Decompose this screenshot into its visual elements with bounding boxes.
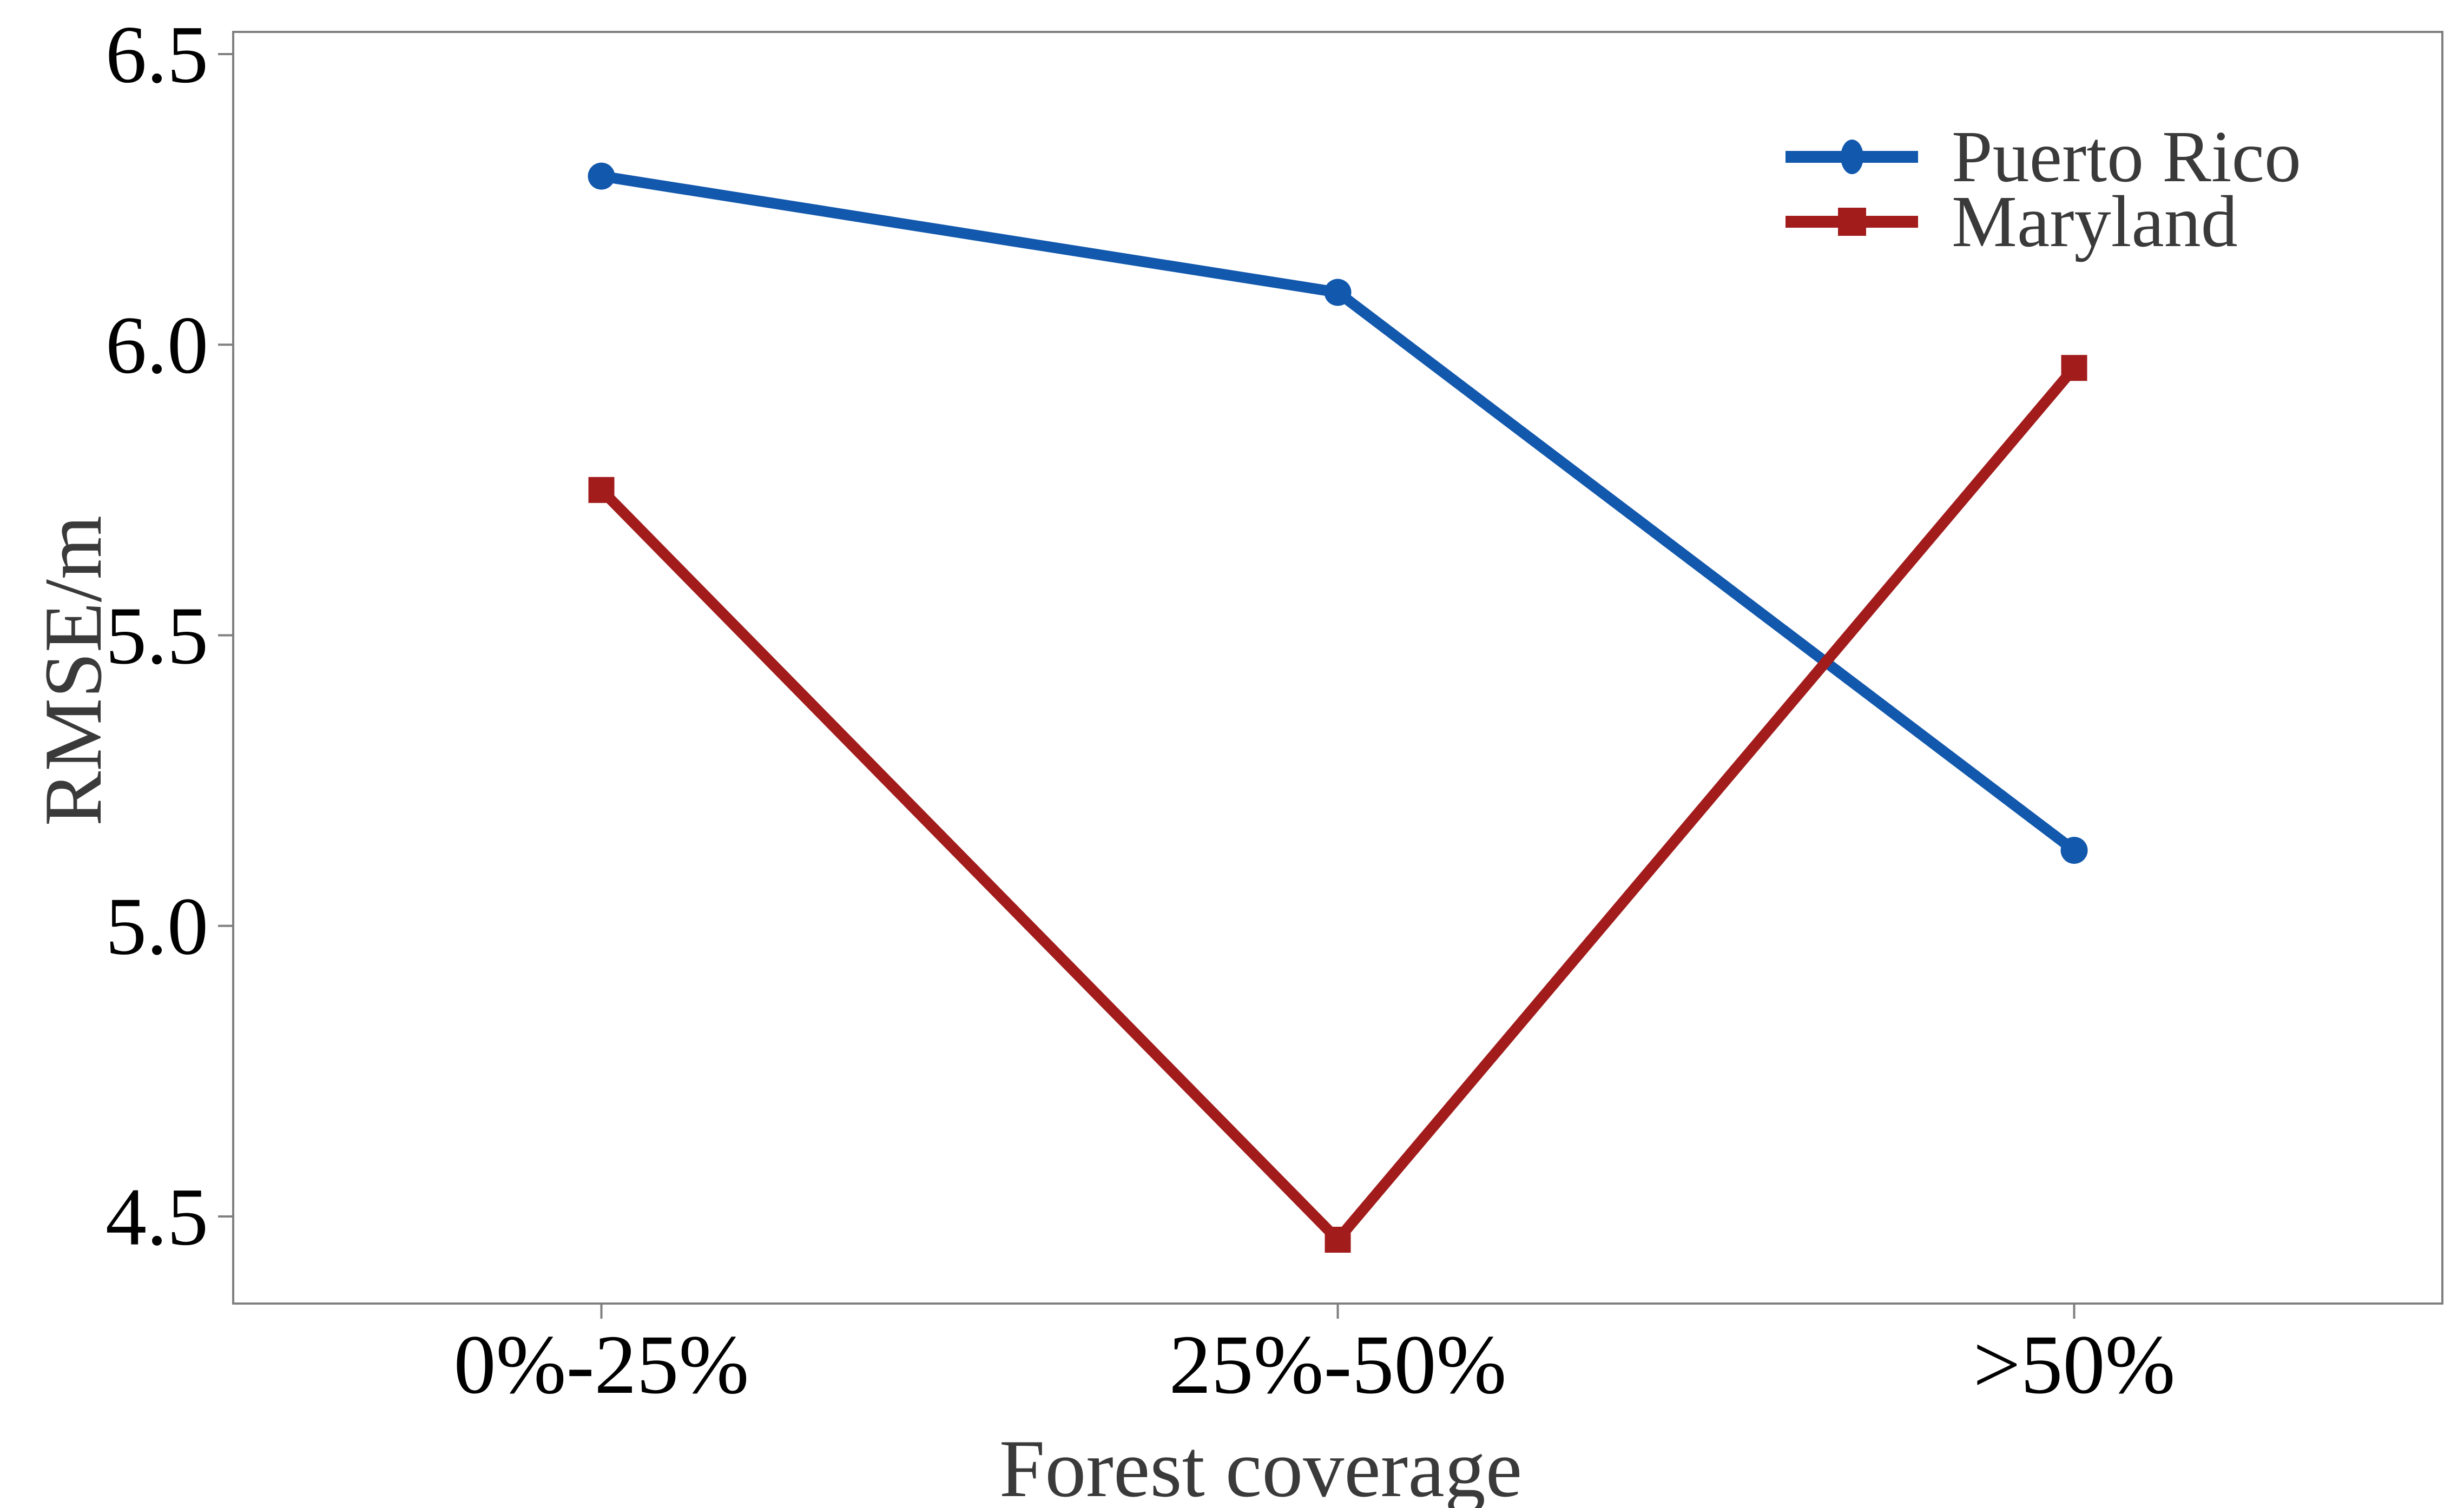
data-point-maryland-1 xyxy=(1325,1226,1351,1253)
data-point-maryland-0 xyxy=(588,477,615,503)
y-tick-label: 4.5 xyxy=(106,1172,208,1262)
y-tick-label: 6.5 xyxy=(106,9,208,100)
series-line-maryland xyxy=(597,364,2079,1248)
legend-item-puerto-rico: Puerto Rico xyxy=(1786,120,2301,194)
data-point-puerto-rico-1 xyxy=(1324,279,1352,306)
legend-line-sample-puerto-rico xyxy=(1786,124,1918,189)
y-tick-label: 5.0 xyxy=(106,881,208,971)
x-axis-title: Forest coverage xyxy=(999,1423,1523,1508)
data-point-puerto-rico-0 xyxy=(588,162,615,190)
legend-label-puerto-rico: Puerto Rico xyxy=(1952,116,2301,197)
x-tick-label: 25%-50% xyxy=(1169,1318,1507,1411)
y-axis-title: RMSE/m xyxy=(28,515,118,826)
data-point-puerto-rico-2 xyxy=(2060,837,2088,864)
legend: Puerto Rico Maryland xyxy=(1786,120,2301,259)
square-marker-icon xyxy=(1837,208,1866,236)
legend-line-sample-maryland xyxy=(1786,189,1918,254)
legend-label-maryland: Maryland xyxy=(1952,181,2238,262)
series-line-puerto-rico xyxy=(600,170,2078,855)
legend-item-maryland: Maryland xyxy=(1786,185,2301,259)
x-tick-label: 0%-25% xyxy=(454,1318,749,1411)
y-tick-label: 5.5 xyxy=(106,590,208,681)
y-tick-label: 6.0 xyxy=(106,300,208,391)
data-point-maryland-2 xyxy=(2061,355,2087,381)
circle-marker-icon xyxy=(1840,140,1863,174)
x-tick-label: >50% xyxy=(1973,1318,2176,1411)
